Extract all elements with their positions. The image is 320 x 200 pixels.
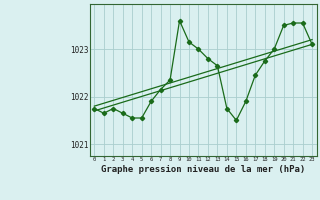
X-axis label: Graphe pression niveau de la mer (hPa): Graphe pression niveau de la mer (hPa): [101, 165, 305, 174]
